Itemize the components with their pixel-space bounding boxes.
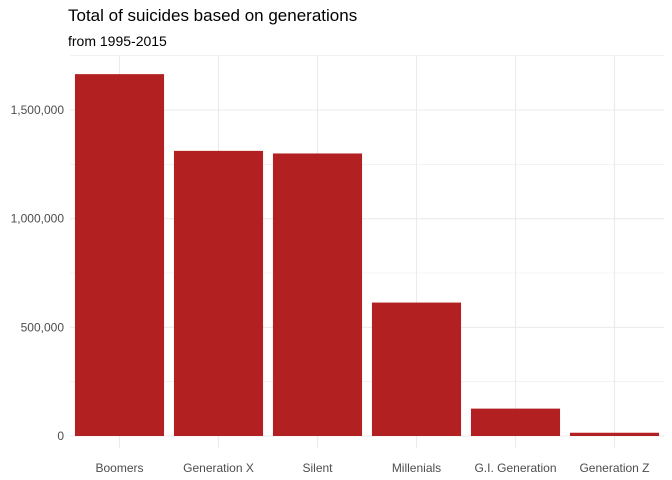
bar-silent <box>272 153 363 436</box>
y-tick-label: 1,000,000 <box>11 212 65 226</box>
x-tick-label: Generation Z <box>579 461 649 475</box>
x-tick-label: Boomers <box>95 461 143 475</box>
y-tick-label: 500,000 <box>21 320 65 334</box>
y-tick-label: 0 <box>57 429 64 443</box>
bar-g-i-generation <box>470 408 561 436</box>
bar-millenials <box>371 302 462 436</box>
bars <box>74 74 660 436</box>
chart-subtitle: from 1995-2015 <box>68 33 167 49</box>
x-tick-label: G.I. Generation <box>474 461 556 475</box>
y-axis-tick-labels: 0 500,000 1,000,000 1,500,000 <box>11 103 65 443</box>
bar-generation-x <box>173 150 264 436</box>
bar-generation-z <box>569 432 660 436</box>
y-tick-label: 1,500,000 <box>11 103 65 117</box>
bar-boomers <box>74 74 165 436</box>
x-tick-label: Millenials <box>392 461 441 475</box>
x-tick-label: Silent <box>302 461 333 475</box>
x-tick-label: Generation X <box>183 461 254 475</box>
x-axis-tick-labels: Boomers Generation X Silent Millenials G.I. … <box>95 461 649 475</box>
chart-title: Total of suicides based on generations <box>68 6 358 25</box>
